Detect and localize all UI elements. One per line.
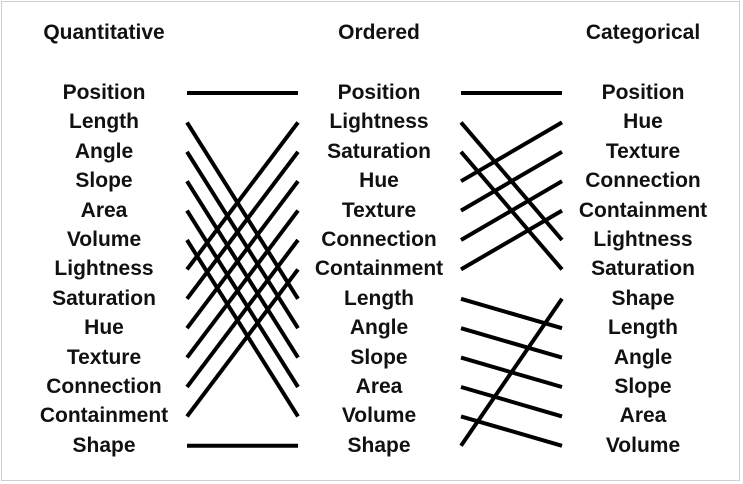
quantitative-ordered-link-volume <box>185 238 300 418</box>
quantitative-item-slope: Slope <box>75 169 133 193</box>
quantitative-item-shape: Shape <box>72 433 136 457</box>
categorical-item-connection: Connection <box>585 169 701 193</box>
categorical-item-angle: Angle <box>613 345 673 369</box>
categorical-item-texture: Texture <box>605 139 681 163</box>
quantitative-ordered-link-containment <box>185 268 300 418</box>
quantitative-item-hue: Hue <box>84 316 124 340</box>
quantitative-item-angle: Angle <box>74 139 134 163</box>
ordered-categorical-link-area <box>460 385 563 419</box>
quantitative-item-volume: Volume <box>66 228 142 251</box>
ordered-item-containment: Containment <box>314 257 444 281</box>
ordered-item-lightness: Lightness <box>329 110 429 134</box>
ordered-item-saturation: Saturation <box>327 139 431 163</box>
ordered-item-shape: Shape <box>347 433 411 457</box>
categorical-item-length: Length <box>608 316 678 340</box>
quantitative-item-containment: Containment <box>39 404 169 428</box>
quantitative-item-area: Area <box>80 198 128 222</box>
ordered-categorical-link-shape <box>459 297 564 447</box>
quantitative-item-texture: Texture <box>66 345 142 369</box>
categorical-item-lightness: Lightness <box>593 228 693 251</box>
header-ordered: Ordered <box>338 21 420 44</box>
ordered-item-length: Length <box>344 286 414 310</box>
quantitative-ordered-link-lightness <box>185 121 300 271</box>
quantitative-ordered-link-length <box>185 121 300 300</box>
categorical-item-hue: Hue <box>623 110 663 134</box>
ordered-item-position: Position <box>337 81 421 104</box>
quantitative-ordered-link-area <box>185 209 300 389</box>
ordered-item-slope: Slope <box>350 345 408 369</box>
quantitative-item-saturation: Saturation <box>52 286 156 310</box>
categorical-item-volume: Volume <box>605 433 681 457</box>
categorical-item-containment: Containment <box>578 198 708 222</box>
ordered-item-hue: Hue <box>359 169 399 193</box>
ordered-categorical-link-texture <box>459 150 564 213</box>
ordered-item-connection: Connection <box>321 228 437 251</box>
quantitative-item-lightness: Lightness <box>54 257 154 281</box>
ordered-categorical-link-connection <box>459 179 564 242</box>
ordered-item-area: Area <box>355 375 403 398</box>
quantitative-ordered-link-texture <box>185 209 300 359</box>
quantitative-ordered-link-hue <box>185 179 300 330</box>
categorical-item-shape: Shape <box>611 286 675 310</box>
categorical-item-slope: Slope <box>614 375 672 398</box>
header-quantitative: Quantitative <box>43 21 165 44</box>
ordered-item-angle: Angle <box>349 316 409 340</box>
quantitative-item-length: Length <box>69 110 139 134</box>
quantitative-item-connection: Connection <box>46 375 162 398</box>
ordered-categorical-link-hue <box>459 120 564 183</box>
header-categorical: Categorical <box>585 21 701 44</box>
ordered-item-texture: Texture <box>341 198 417 222</box>
ordered-categorical-link-containment <box>459 208 564 272</box>
ordered-categorical-link-angle <box>460 326 563 360</box>
quantitative-ordered-link-slope <box>185 180 300 359</box>
categorical-item-position: Position <box>601 81 685 104</box>
categorical-item-saturation: Saturation <box>591 257 695 281</box>
quantitative-item-position: Position <box>62 81 146 104</box>
quantitative-ordered-link-saturation <box>185 150 300 301</box>
categorical-item-area: Area <box>619 404 667 428</box>
ordered-item-volume: Volume <box>341 404 417 428</box>
quantitative-ordered-link-angle <box>185 150 300 330</box>
quantitative-ordered-link-connection <box>185 238 300 389</box>
